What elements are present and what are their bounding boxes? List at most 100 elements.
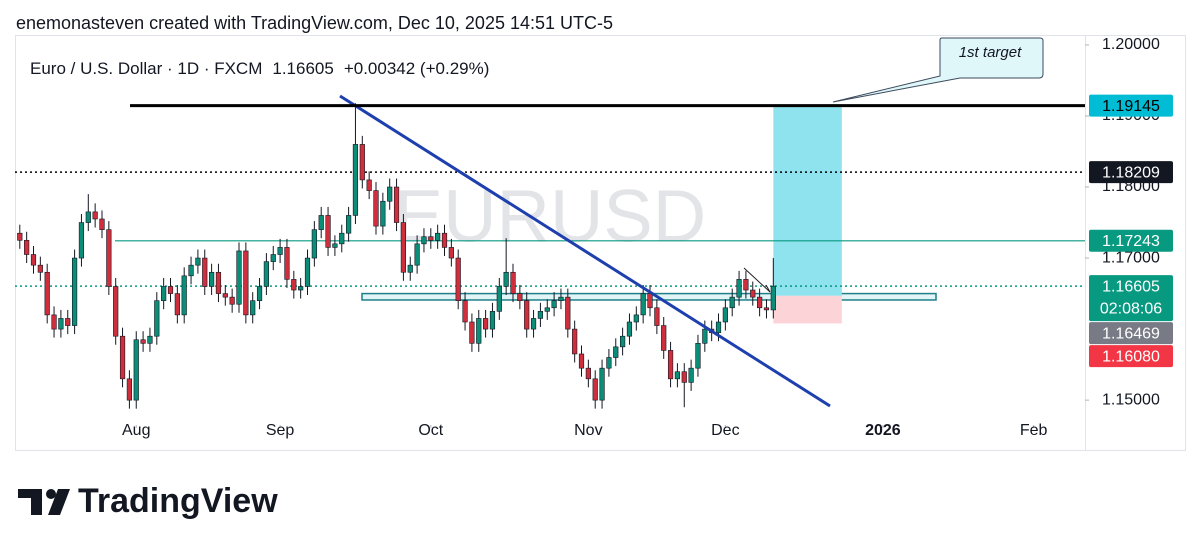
- candle-body: [222, 293, 228, 298]
- candle-body: [578, 353, 585, 369]
- logo-part: [18, 489, 42, 498]
- logo-part: [48, 489, 70, 515]
- candle-body: [133, 339, 139, 401]
- candle-body: [236, 250, 242, 305]
- candle-body: [85, 211, 91, 223]
- candle-body: [661, 325, 667, 351]
- candle-body: [161, 286, 167, 301]
- x-tick-label: Nov: [574, 422, 602, 439]
- candle-body: [572, 328, 578, 355]
- candle-body: [633, 314, 639, 323]
- candle-body: [736, 279, 742, 298]
- x-tick-label: 2026: [865, 422, 901, 439]
- candle-body: [339, 232, 345, 245]
- price-label: 1.16080: [1102, 348, 1160, 365]
- candle-body: [167, 286, 174, 294]
- candle-body: [346, 215, 352, 234]
- position-stop: [773, 295, 842, 324]
- candle-body: [44, 271, 50, 316]
- candle-body: [489, 311, 496, 330]
- candle-body: [366, 179, 372, 191]
- candle-body: [517, 293, 523, 301]
- candle-body: [126, 378, 132, 401]
- candle-body: [688, 367, 694, 383]
- candle-body: [544, 307, 550, 312]
- candle-body: [373, 190, 379, 227]
- candle-body: [750, 289, 756, 298]
- candle-body: [435, 232, 441, 241]
- candles: [17, 103, 776, 409]
- candle-body: [640, 293, 646, 316]
- candle-body: [202, 257, 208, 287]
- candle-body: [277, 247, 283, 255]
- price-label: 1.16469: [1102, 325, 1160, 342]
- candle-body: [154, 300, 160, 337]
- price-label-bg: [1089, 275, 1173, 322]
- candle-body: [510, 271, 516, 294]
- candle-body: [476, 318, 482, 344]
- price-label: 1.16605: [1102, 278, 1160, 295]
- candle-body: [400, 222, 407, 273]
- candle-body: [483, 318, 489, 330]
- candle-body: [565, 296, 571, 330]
- candle-body: [647, 293, 653, 309]
- footer-logo: [18, 489, 70, 515]
- candle-body: [332, 243, 338, 248]
- candle-body: [229, 296, 235, 305]
- candle-body: [722, 307, 728, 323]
- y-tick-label: 1.17000: [1102, 249, 1160, 266]
- candle-body: [715, 321, 722, 333]
- candle-body: [270, 254, 276, 262]
- y-tick-label: 1.20000: [1102, 36, 1160, 53]
- candle-body: [65, 318, 71, 326]
- watermark: EURUSD: [394, 175, 706, 258]
- candle-body: [421, 236, 427, 245]
- candle-body: [304, 257, 311, 287]
- candle-body: [387, 186, 393, 202]
- candle-body: [78, 222, 85, 259]
- candle-body: [298, 286, 304, 291]
- candle-body: [702, 328, 708, 344]
- candle-body: [606, 357, 612, 369]
- candle-body: [209, 271, 215, 287]
- candle-body: [291, 279, 297, 291]
- candle-body: [92, 211, 98, 220]
- candle-body: [654, 307, 660, 326]
- candle-body: [599, 367, 605, 401]
- candle-body: [113, 286, 119, 337]
- callout-box: [832, 37, 1044, 103]
- legend: Euro / U.S. Dollar · 1D · FXCM 1.16605 +0.…: [30, 59, 489, 78]
- candle-body: [37, 264, 43, 273]
- trend-line: [339, 94, 831, 408]
- chart-frame: [15, 35, 1186, 451]
- candle-body: [414, 243, 420, 266]
- candle-body: [195, 257, 201, 266]
- candle-body: [626, 321, 633, 337]
- candle-body: [17, 232, 23, 241]
- candle-body: [380, 200, 386, 227]
- candle-body: [147, 335, 153, 344]
- logo-part: [46, 489, 56, 499]
- x-tick-label: Sep: [266, 422, 295, 439]
- candle-body: [613, 346, 619, 358]
- candle-body: [174, 293, 180, 316]
- logo-part: [31, 489, 42, 515]
- price-label-bg: [1089, 322, 1173, 345]
- price-label-bg: [1089, 229, 1173, 252]
- price-label: 1.17243: [1102, 233, 1160, 250]
- candle-body: [58, 318, 64, 330]
- legend-price: 1.16605: [272, 59, 333, 78]
- header: enemonasteven created with TradingView.c…: [16, 13, 613, 33]
- candle-body: [51, 314, 57, 330]
- price-label: 1.18209: [1102, 164, 1160, 181]
- candle-body: [674, 371, 681, 380]
- candle-body: [140, 339, 146, 344]
- price-label-bg: [1089, 94, 1173, 117]
- arrow-drawing: [743, 267, 771, 293]
- position-target: [773, 105, 842, 296]
- candle-body: [469, 321, 475, 344]
- candle-body: [462, 300, 468, 323]
- price-label: 1.19145: [1102, 98, 1160, 115]
